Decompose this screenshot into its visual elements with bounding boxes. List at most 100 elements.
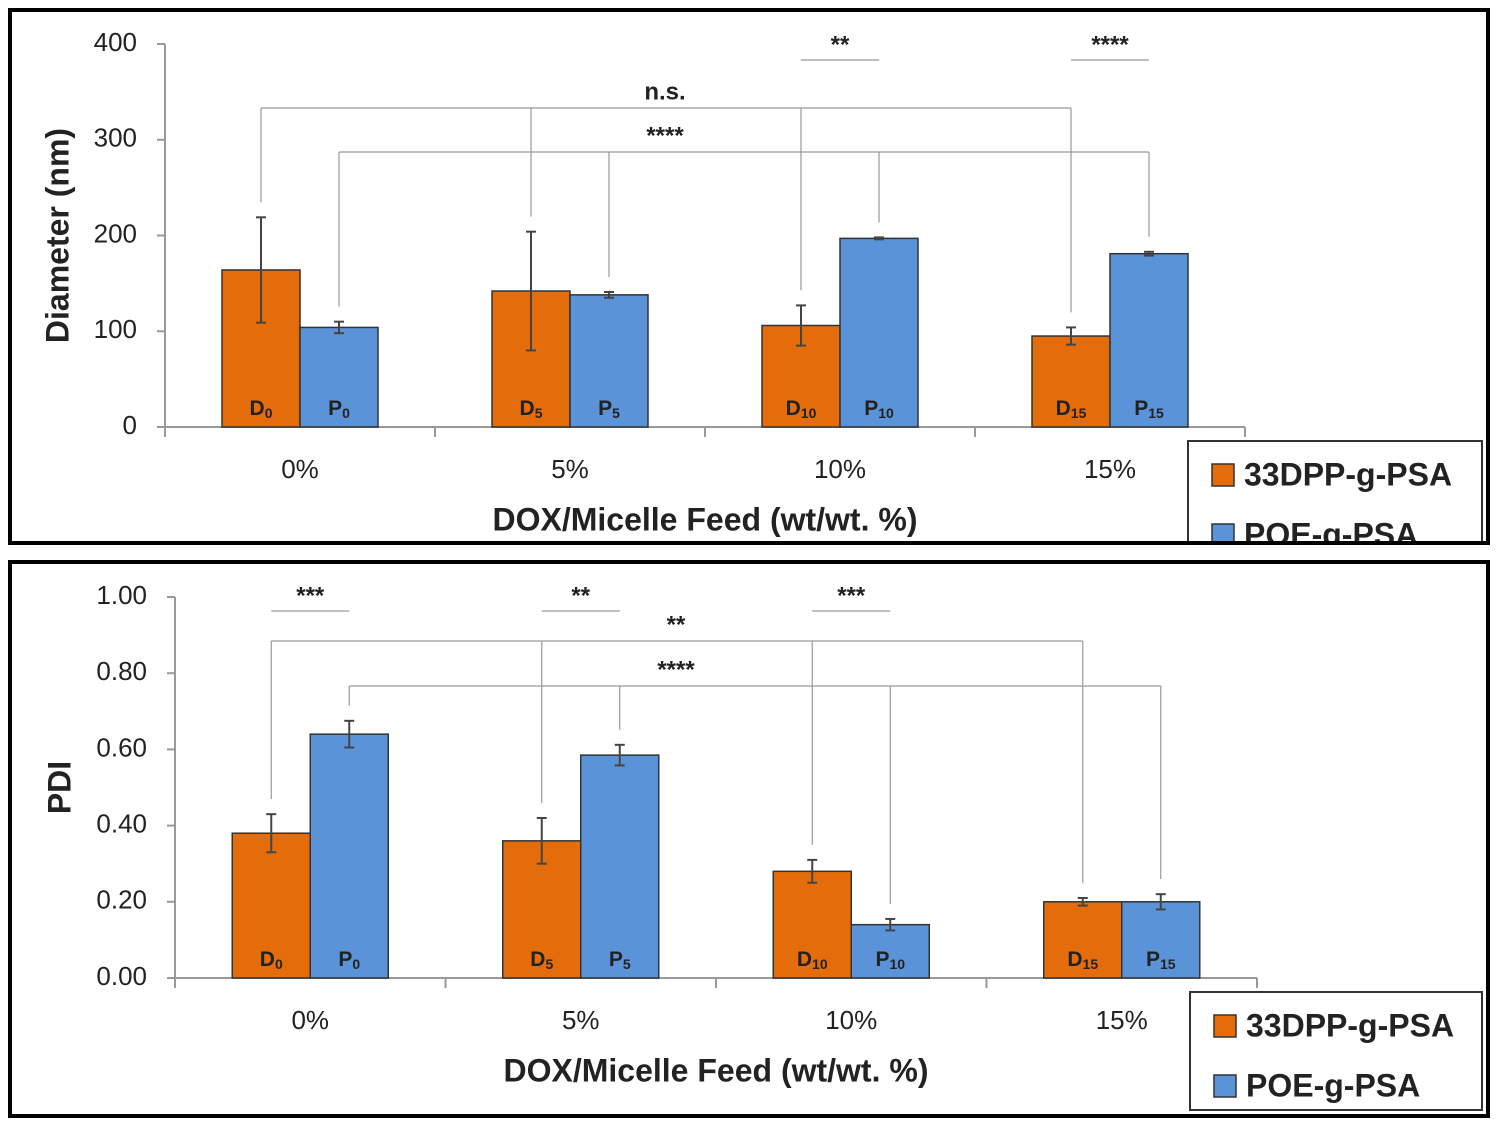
bar-label-sub: 0 [265,405,273,421]
y-tick-label: 0.00 [96,961,147,991]
bar-label-letter: P [1146,948,1160,971]
bar-label: D0 [260,948,283,972]
bar [1043,901,1123,979]
bar-label-letter: D [797,948,812,971]
bar-label-sub: 15 [1148,405,1164,421]
significance-label: n.s. [644,78,685,105]
legend-label: 33DPP-g-PSA [1244,456,1452,492]
bar-label: D5 [520,397,543,421]
error-bar [885,917,896,932]
bar-label-letter: D [1056,397,1071,420]
error-bar [614,743,625,767]
bar-label: P5 [598,397,620,421]
significance-label: **** [646,122,684,149]
bar-label-sub: 0 [275,956,283,972]
x-tick-label: 5% [562,1005,600,1035]
y-tick-label: 100 [94,314,137,344]
significance-label: *** [837,582,866,609]
y-tick-label: 200 [94,218,137,248]
legend: 33DPP-g-PSA POE-g-PSA [1189,991,1483,1111]
bar-label: P10 [864,397,894,421]
bar-label: P0 [338,948,360,972]
y-tick-label: 400 [94,27,137,57]
significance-label: **** [1091,31,1129,58]
bar [580,754,660,979]
x-tick-label: 10% [814,454,866,484]
bar-label: P10 [875,948,905,972]
error-bar [334,320,344,335]
y-tick-label: 0.40 [96,808,147,838]
bar-label-sub: 5 [545,956,553,972]
bar-label: D5 [530,948,553,972]
bar-label-letter: P [1134,397,1148,420]
y-tick-label: 300 [94,123,137,153]
bar-label-sub: 10 [801,405,817,421]
bar [839,237,919,428]
bar [299,326,379,428]
error-bar [1144,250,1154,257]
legend-swatch [1213,1014,1237,1038]
bar-label-letter: D [1067,948,1082,971]
bar [1109,252,1189,428]
bar-label-sub: 5 [612,405,620,421]
legend-box [1187,440,1483,545]
significance-label: **** [657,656,695,683]
error-bar [256,216,266,324]
bar [1121,901,1201,979]
y-tick-label: 1.00 [96,580,147,610]
bar-label-letter: D [530,948,545,971]
x-tick-label: 5% [551,454,589,484]
bar-label-sub: 5 [535,405,543,421]
bar-label-letter: P [328,397,342,420]
significance-label: ** [571,582,590,609]
panel-border [8,560,1490,1118]
bar-label: P0 [328,397,350,421]
x-tick-label: 10% [825,1005,877,1035]
legend-box [1189,991,1483,1111]
error-bar [536,816,547,865]
bar-label-sub: 15 [1083,956,1099,972]
y-tick-label: 0 [123,410,137,440]
y-tick-label: 0.20 [96,885,147,915]
error-bar [807,858,818,884]
bar-label: D10 [786,397,817,421]
bar-label-sub: 5 [623,956,631,972]
bar-label-letter: P [338,948,352,971]
x-axis-title: DOX/Micelle Feed (wt/wt. %) [504,1052,929,1088]
legend: 33DPP-g-PSA POE-g-PSA [1187,440,1483,552]
chart-panel: 0.00 0.20 0.40 0.60 0.80 1.00 DOX/Micelle Feed… [8,560,1490,1118]
legend-swatch [1211,463,1235,487]
bar-label: P15 [1134,397,1164,421]
x-tick-label: 15% [1096,1005,1148,1035]
bar-label: P15 [1146,948,1176,972]
bar [569,294,649,428]
y-tick-label: 0.80 [96,656,147,686]
legend-label: POE-g-PSA [1244,516,1418,552]
bar-label-sub: 10 [878,405,894,421]
error-bar [526,230,536,352]
bar-label-letter: D [260,948,275,971]
y-axis-title: Diameter (nm) [39,128,75,343]
bar-label-sub: 15 [1071,405,1087,421]
bar [309,733,389,979]
significance-label: *** [296,582,325,609]
bar-label-sub: 0 [352,956,360,972]
bar-label: P5 [609,948,631,972]
error-bar [796,304,806,347]
legend-swatch [1213,1074,1237,1098]
legend-label: 33DPP-g-PSA [1246,1007,1454,1043]
bar [231,832,311,979]
error-bar [1155,893,1166,911]
error-bar [266,813,277,854]
bar-label-letter: P [609,948,623,971]
legend-label: POE-g-PSA [1246,1067,1420,1103]
x-axis-title: DOX/Micelle Feed (wt/wt. %) [493,501,918,537]
bar-label: D0 [250,397,273,421]
bar-label-letter: P [598,397,612,420]
bar-label-letter: D [250,397,265,420]
x-tick-label: 0% [291,1005,329,1035]
bar-label-letter: P [875,948,889,971]
bar-label-letter: D [520,397,535,420]
